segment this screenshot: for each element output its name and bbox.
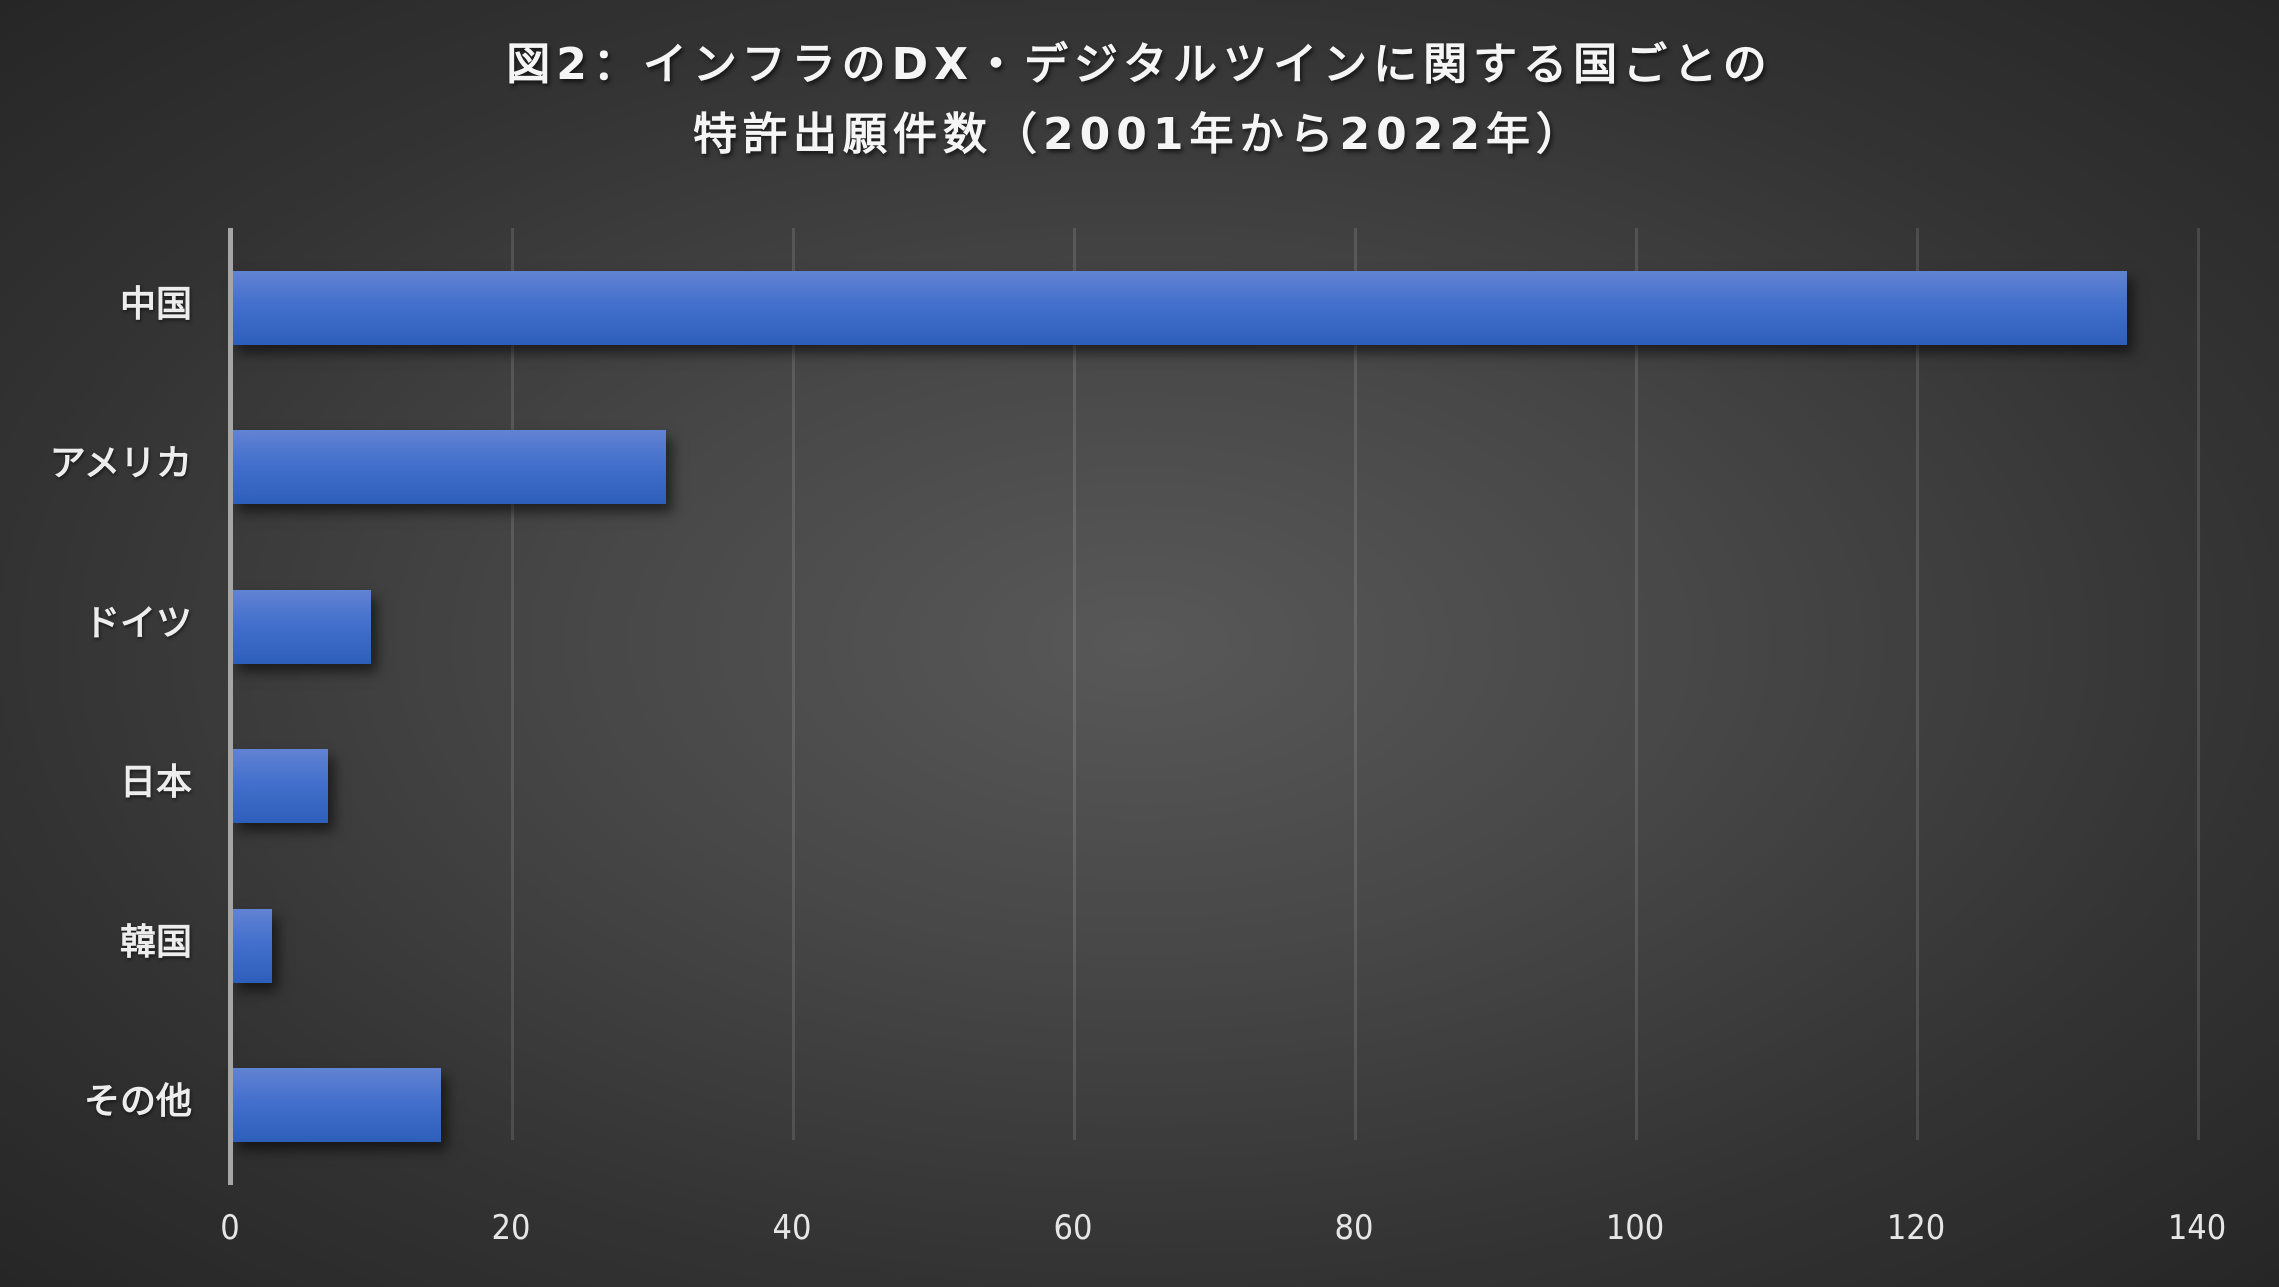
bar-usa <box>232 430 666 504</box>
bar-china <box>232 271 2127 345</box>
category-label-japan: 日本 <box>119 762 192 803</box>
x-tick-80: 80 <box>1334 1208 1374 1248</box>
y-axis-line <box>228 228 233 1185</box>
gridline-140 <box>2197 228 2200 1140</box>
x-tick-140: 140 <box>2167 1208 2227 1248</box>
gridline-20 <box>511 228 514 1140</box>
category-label-usa: アメリカ <box>49 443 192 484</box>
category-label-other: その他 <box>83 1081 192 1122</box>
x-tick-20: 20 <box>491 1208 531 1248</box>
bar-japan <box>232 749 329 823</box>
category-label-korea: 韓国 <box>119 922 192 963</box>
x-tick-120: 120 <box>1886 1208 1946 1248</box>
plot-area <box>228 228 2200 1185</box>
bar-korea <box>232 909 273 983</box>
gridline-60 <box>1073 228 1076 1140</box>
chart-title: 図2：インフラのDX・デジタルツインに関する国ごとの 特許出願件数（2001年か… <box>0 30 2279 170</box>
gridline-40 <box>792 228 795 1140</box>
x-tick-100: 100 <box>1605 1208 1665 1248</box>
category-label-china: 中国 <box>119 284 192 325</box>
chart-title-line2: 特許出願件数（2001年から2022年） <box>693 109 1586 160</box>
x-tick-40: 40 <box>772 1208 812 1248</box>
category-label-germany: ドイツ <box>83 603 192 644</box>
gridline-100 <box>1635 228 1638 1140</box>
gridline-80 <box>1354 228 1357 1140</box>
x-tick-0: 0 <box>220 1208 240 1248</box>
bar-germany <box>232 590 371 664</box>
bar-other <box>232 1068 441 1142</box>
x-tick-60: 60 <box>1053 1208 1093 1248</box>
chart-title-line1: 図2：インフラのDX・デジタルツインに関する国ごとの <box>506 39 1773 90</box>
gridline-120 <box>1916 228 1919 1140</box>
